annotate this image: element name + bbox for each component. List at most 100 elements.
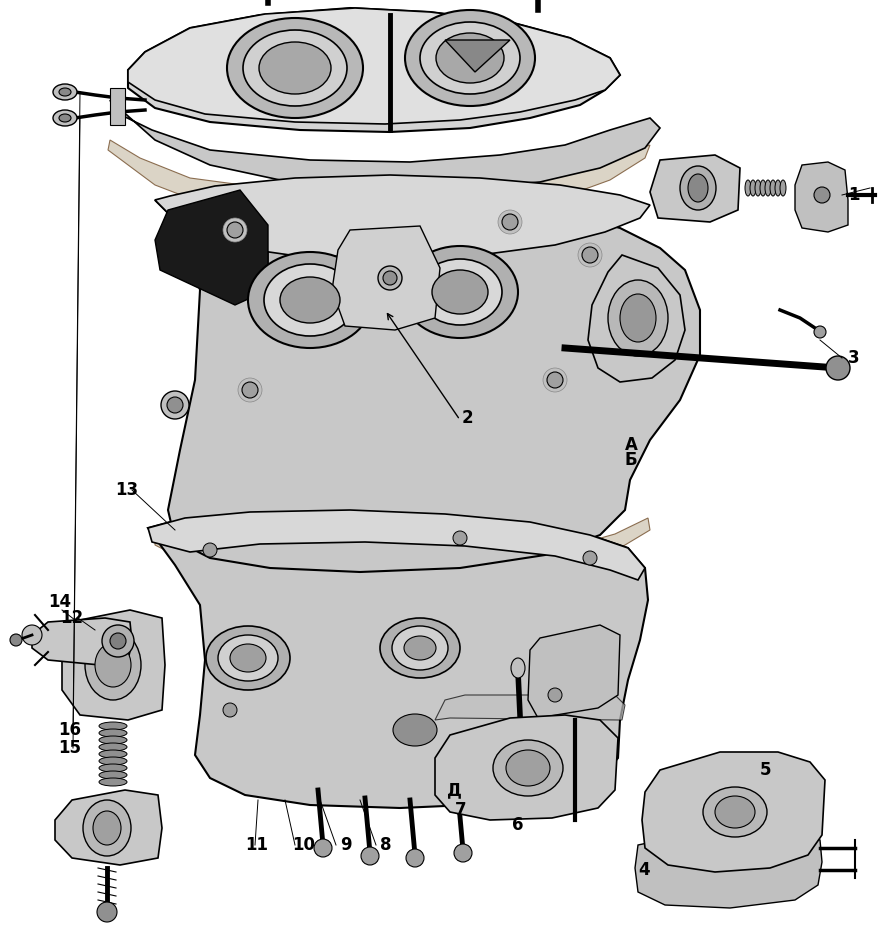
Ellipse shape <box>99 729 127 737</box>
Circle shape <box>578 243 602 267</box>
Polygon shape <box>642 752 825 872</box>
Ellipse shape <box>608 280 668 356</box>
Polygon shape <box>650 155 740 222</box>
Ellipse shape <box>620 294 656 342</box>
Polygon shape <box>528 625 620 718</box>
Circle shape <box>582 247 598 263</box>
Circle shape <box>406 849 424 867</box>
Ellipse shape <box>243 30 347 106</box>
Circle shape <box>378 266 402 290</box>
Polygon shape <box>128 8 620 124</box>
Ellipse shape <box>59 88 71 96</box>
Circle shape <box>383 271 397 285</box>
Circle shape <box>454 844 472 862</box>
Ellipse shape <box>775 180 781 196</box>
Text: Д: Д <box>447 781 462 799</box>
Circle shape <box>826 356 850 380</box>
Circle shape <box>361 847 379 865</box>
Polygon shape <box>110 100 660 188</box>
Circle shape <box>227 222 243 238</box>
Circle shape <box>548 688 562 702</box>
Text: 6: 6 <box>512 816 524 834</box>
Ellipse shape <box>53 110 77 126</box>
Circle shape <box>223 703 237 717</box>
Ellipse shape <box>680 166 716 210</box>
Ellipse shape <box>95 643 131 687</box>
Ellipse shape <box>493 740 563 796</box>
Circle shape <box>498 210 522 234</box>
Ellipse shape <box>93 811 121 845</box>
Ellipse shape <box>770 180 776 196</box>
Polygon shape <box>32 618 132 665</box>
Polygon shape <box>268 210 320 290</box>
Polygon shape <box>435 715 618 820</box>
Ellipse shape <box>506 750 550 786</box>
Circle shape <box>22 625 42 645</box>
Text: 1: 1 <box>848 186 859 204</box>
Circle shape <box>10 634 22 646</box>
Ellipse shape <box>404 636 436 660</box>
Ellipse shape <box>218 635 278 681</box>
Polygon shape <box>445 40 510 72</box>
Ellipse shape <box>755 180 761 196</box>
Text: 5: 5 <box>760 761 772 779</box>
Circle shape <box>814 326 826 338</box>
Circle shape <box>547 372 563 388</box>
Text: 14: 14 <box>48 593 71 611</box>
Polygon shape <box>110 88 125 125</box>
Ellipse shape <box>402 246 518 338</box>
Polygon shape <box>62 610 165 720</box>
Ellipse shape <box>99 750 127 758</box>
Ellipse shape <box>259 42 331 94</box>
Polygon shape <box>332 226 440 330</box>
Circle shape <box>314 839 332 857</box>
Ellipse shape <box>53 84 77 100</box>
Circle shape <box>502 214 518 230</box>
Ellipse shape <box>264 264 356 336</box>
Ellipse shape <box>248 252 372 348</box>
Circle shape <box>543 368 567 392</box>
Ellipse shape <box>99 757 127 765</box>
Polygon shape <box>635 828 822 908</box>
Text: 7: 7 <box>455 801 467 819</box>
Ellipse shape <box>432 270 488 314</box>
Text: 12: 12 <box>60 609 83 627</box>
Polygon shape <box>155 190 268 305</box>
Ellipse shape <box>420 22 520 94</box>
Ellipse shape <box>750 180 756 196</box>
Circle shape <box>814 187 830 203</box>
Ellipse shape <box>380 618 460 678</box>
Polygon shape <box>155 518 650 582</box>
Ellipse shape <box>703 787 767 837</box>
Polygon shape <box>148 510 645 580</box>
Ellipse shape <box>99 743 127 751</box>
Ellipse shape <box>392 626 448 670</box>
Text: 13: 13 <box>115 481 138 499</box>
Polygon shape <box>128 8 620 132</box>
Circle shape <box>167 397 183 413</box>
Ellipse shape <box>99 722 127 730</box>
Text: 16: 16 <box>58 721 81 739</box>
Circle shape <box>242 382 258 398</box>
Text: Б: Б <box>625 451 638 469</box>
Polygon shape <box>588 255 685 382</box>
Ellipse shape <box>99 764 127 772</box>
Polygon shape <box>435 695 625 720</box>
Circle shape <box>223 218 247 242</box>
Ellipse shape <box>688 174 708 202</box>
Ellipse shape <box>230 644 266 672</box>
Circle shape <box>102 625 134 657</box>
Circle shape <box>453 531 467 545</box>
Ellipse shape <box>280 277 340 323</box>
Ellipse shape <box>393 714 437 746</box>
Circle shape <box>97 902 117 922</box>
Ellipse shape <box>745 180 751 196</box>
Polygon shape <box>108 140 650 220</box>
Ellipse shape <box>405 10 535 106</box>
Ellipse shape <box>59 114 71 122</box>
Circle shape <box>238 378 262 402</box>
Ellipse shape <box>436 33 504 83</box>
Text: 3: 3 <box>848 349 859 367</box>
Text: 4: 4 <box>638 861 649 879</box>
Text: А: А <box>625 436 638 454</box>
